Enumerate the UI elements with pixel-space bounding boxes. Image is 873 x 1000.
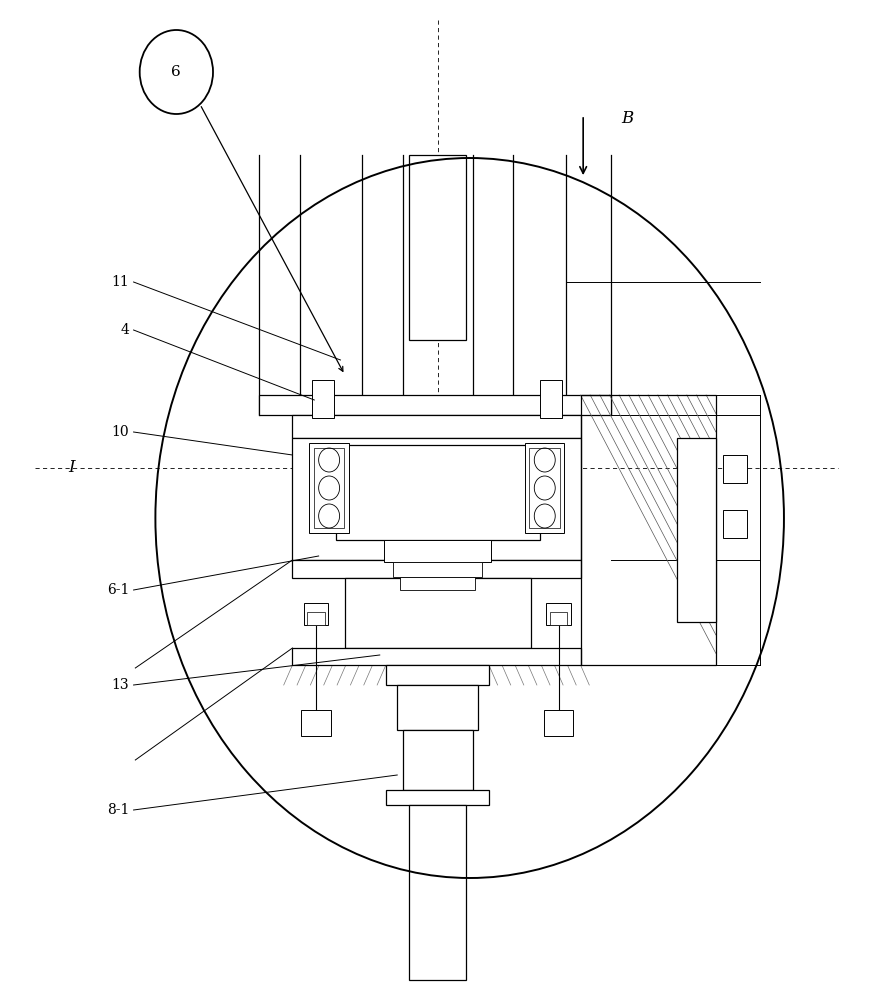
Text: 6: 6 bbox=[171, 65, 182, 79]
Text: 10: 10 bbox=[112, 425, 129, 439]
Bar bbox=[529, 448, 560, 528]
Bar bbox=[384, 540, 491, 562]
Text: 11: 11 bbox=[112, 275, 129, 289]
Bar bbox=[310, 443, 349, 533]
Bar bbox=[301, 710, 331, 736]
Bar bbox=[336, 445, 540, 540]
Bar bbox=[403, 730, 473, 790]
Bar bbox=[409, 155, 466, 340]
Bar bbox=[292, 648, 581, 665]
Text: 4: 4 bbox=[120, 323, 129, 337]
Bar bbox=[397, 685, 478, 730]
Bar bbox=[581, 395, 716, 665]
Bar bbox=[304, 603, 328, 625]
Bar bbox=[526, 443, 565, 533]
Bar bbox=[386, 665, 489, 685]
Text: B: B bbox=[622, 110, 634, 127]
Bar bbox=[723, 455, 747, 483]
Bar bbox=[409, 805, 466, 980]
Bar bbox=[292, 415, 581, 438]
Text: 6-1: 6-1 bbox=[107, 583, 129, 597]
Bar bbox=[386, 790, 489, 805]
Text: I: I bbox=[68, 460, 75, 477]
Bar bbox=[677, 438, 716, 622]
Bar bbox=[345, 578, 531, 648]
Bar bbox=[723, 510, 747, 538]
Bar bbox=[544, 710, 574, 736]
Text: 8-1: 8-1 bbox=[107, 803, 129, 817]
Bar bbox=[314, 448, 344, 528]
Bar bbox=[400, 577, 475, 590]
Bar bbox=[307, 612, 325, 625]
Bar bbox=[546, 603, 571, 625]
Bar bbox=[540, 380, 562, 418]
Bar bbox=[259, 395, 611, 415]
Text: 13: 13 bbox=[112, 678, 129, 692]
Bar bbox=[393, 562, 482, 577]
Bar bbox=[550, 612, 567, 625]
Bar bbox=[292, 560, 581, 578]
Bar bbox=[292, 438, 581, 560]
Bar bbox=[312, 380, 334, 418]
